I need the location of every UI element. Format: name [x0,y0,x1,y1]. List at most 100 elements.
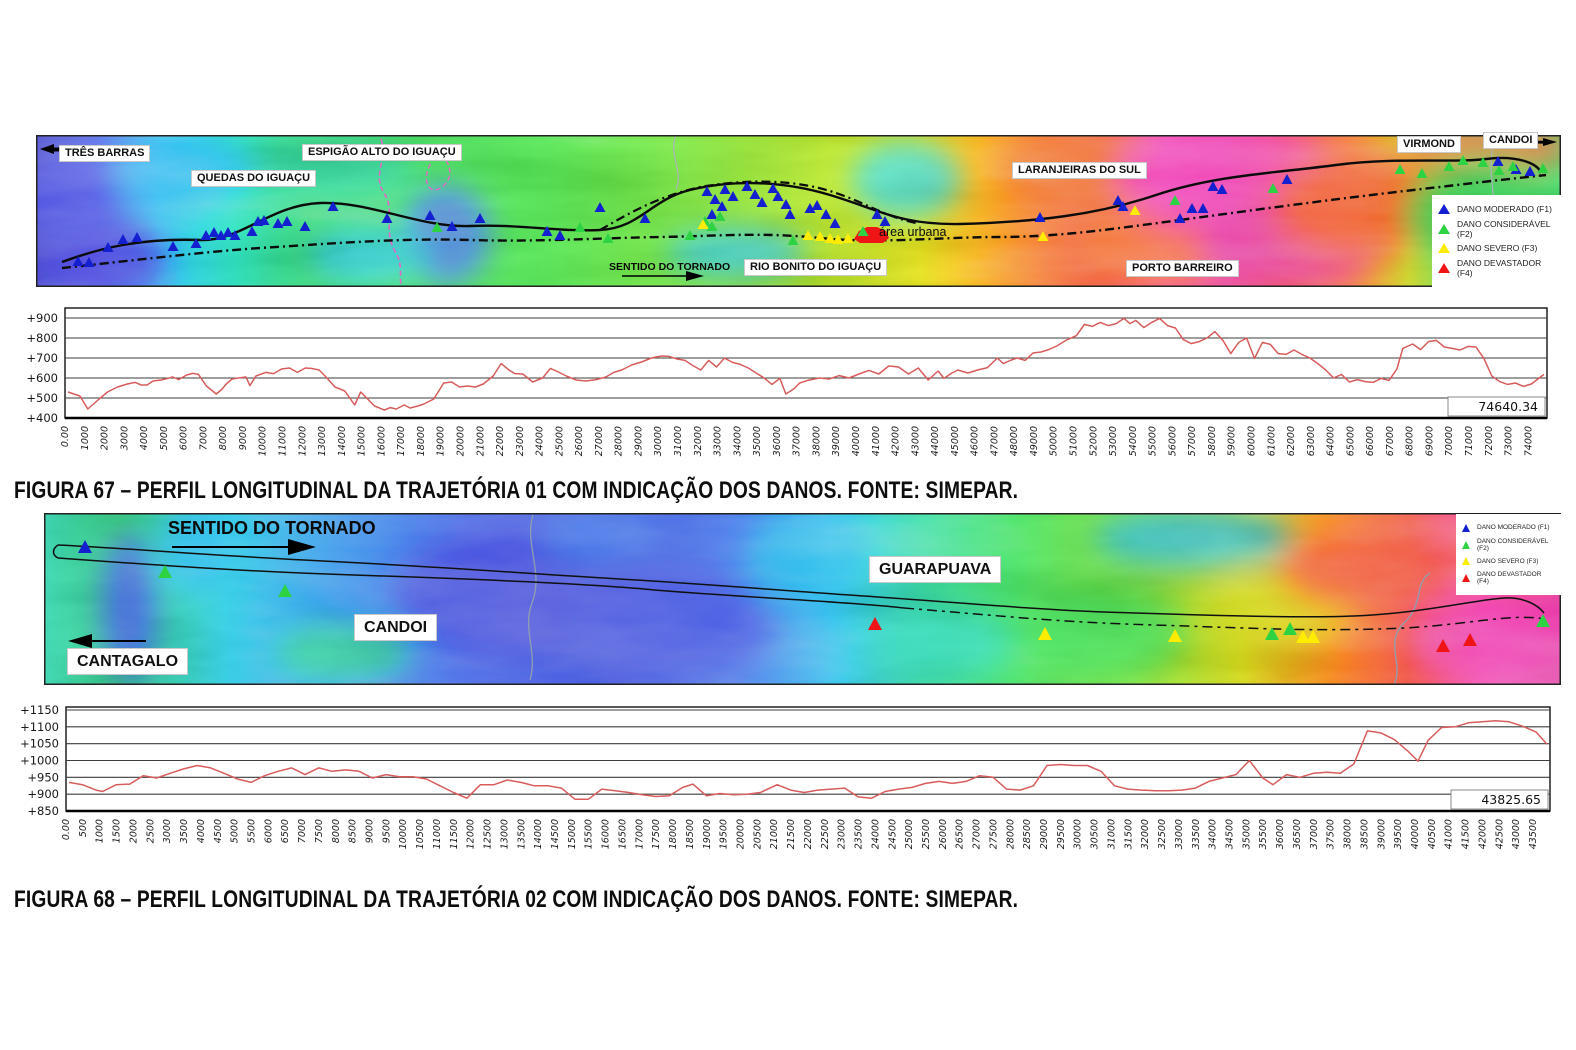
blue-triangle-icon [1438,203,1450,214]
x-tick-label: 35000 [1241,819,1252,849]
x-tick-label: 15500 [584,819,595,849]
x-tick-label: 16000 [601,819,612,849]
map-label-sentido-tornado-1: SENTIDO DO TORNADO [609,261,731,273]
y-tick-label: +900 [26,311,58,325]
damage-marker-f1 [190,238,202,248]
damage-marker-f1 [829,218,841,228]
x-tick-label: 33000 [1174,819,1185,849]
x-tick-label: 9000 [238,426,249,450]
damage-marker-f1 [804,203,816,213]
x-tick-label: 38000 [811,426,822,456]
x-tick-label: 23000 [837,819,848,849]
x-tick-label: 8000 [218,426,229,450]
x-tick-label: 41000 [1444,819,1455,849]
yellow-triangle-icon [1438,243,1450,254]
damage-marker-f1 [541,226,553,236]
x-tick-label: 53000 [1108,426,1119,456]
x-tick-label: 40500 [1427,819,1438,849]
damage-marker-f3 [802,230,814,240]
x-tick-label: 55000 [1148,426,1159,456]
x-tick-label: 23000 [515,426,526,456]
tornado-path-south-dashed [61,173,1547,270]
damage-marker-f2 [1536,614,1550,627]
damage-marker-f1 [215,230,227,240]
map-label-guarapuava: GUARAPUAVA [869,556,1002,584]
damage-marker-f2 [857,226,869,236]
damage-marker-f1 [200,230,212,240]
damage-marker-f1 [706,209,718,219]
damage-marker-f1 [222,227,234,237]
damage-marker-f1 [749,189,761,199]
x-tick-label: 45000 [950,426,961,456]
x-tick-label: 9000 [365,819,376,843]
x-tick-label: 43000 [1511,819,1522,849]
x-tick-label: 13000 [499,819,510,849]
x-tick-label: 37500 [1326,819,1337,849]
damage-marker-f2 [1443,161,1455,171]
x-tick-label: 59000 [1227,426,1238,456]
x-tick-label: 57000 [1187,426,1198,456]
legend-label: DANO SEVERO (F3) [1477,557,1539,565]
x-tick-label: 44000 [930,426,941,456]
x-tick-label: 14000 [533,819,544,849]
damage-marker-f1 [741,181,753,191]
damage-marker-f1 [78,540,92,553]
damage-marker-f2 [158,565,172,578]
x-tick-label: 30000 [653,426,664,456]
y-tick-label: +1000 [20,754,59,768]
x-tick-label: 0.00 [61,819,72,840]
x-tick-label: 64000 [1326,426,1337,456]
elevation-profile-chart-01: +400 +500 +600 +700 +800 +900 0.00 1000 2000 3000… [26,307,1548,456]
x-tick-label: 34000 [1208,819,1219,849]
map-label-virmond: VIRMOND [1397,136,1461,154]
y-tick-label: +700 [26,351,58,365]
damage-marker-f2 [1416,168,1428,178]
x-tick-label: 65000 [1345,426,1356,456]
damage-marker-f2 [1457,155,1469,165]
west-direction-arrow-icon [68,634,92,648]
legend-item-f2: DANO CONSIDERÁVEL (F2) [1438,219,1555,239]
x-tick-label: 24000 [535,426,546,456]
x-tick-label: 34500 [1225,819,1236,849]
damage-marker-f3 [1129,205,1141,215]
x-tick-label: 3000 [119,426,130,450]
end-distance-label: 43825.65 [1481,792,1541,807]
x-tick-label: 7000 [297,819,308,843]
x-tick-label: 11500 [449,819,460,849]
x-tick-label: 19000 [702,819,713,849]
x-tick-label: 24000 [870,819,881,849]
damage-marker-f2 [684,230,696,240]
x-tick-label: 61000 [1266,426,1277,456]
damage-marker-f2 [574,222,586,232]
x-tick-label: 16500 [618,819,629,849]
elevation-profile-line [68,720,1548,800]
x-tick-label: 18000 [416,426,427,456]
x-tick-label: 38000 [1343,819,1354,849]
x-tick-label: 2000 [100,426,111,450]
x-tick-label: 31000 [673,426,684,456]
x-tick-label: 33500 [1191,819,1202,849]
x-tick-label: 1000 [80,426,91,450]
x-tick-label: 20000 [456,426,467,456]
legend-label: DANO CONSIDERÁVEL (F2) [1477,537,1549,552]
x-tick-label: 6500 [280,819,291,843]
damage-marker-f3 [824,233,836,243]
x-tick-label: 28000 [614,426,625,456]
x-tick-label: 4000 [196,819,207,843]
legend-item-f1: DANO MODERADO (F1) [1462,523,1555,532]
damage-marker-f2 [431,222,443,232]
x-tick-label: 12500 [483,819,494,849]
damage-marker-f1 [1197,203,1209,213]
tornado-path-south-dashed [903,607,1545,631]
damage-marker-f3 [1037,231,1049,241]
x-tick-label: 3500 [179,819,190,843]
x-tick-label: 42000 [891,426,902,456]
x-tick-label: 8000 [331,819,342,843]
map-label-rio-bonito: RIO BONITO DO IGUAÇU [744,259,888,277]
map-label-porto-barreiro: PORTO BARREIRO [1126,260,1239,278]
x-tick-label: 14500 [550,819,561,849]
x-tick-label: 5500 [247,819,258,843]
x-tick-label: 13000 [317,426,328,456]
x-tick-label: 46000 [970,426,981,456]
legend-item-f2: DANO CONSIDERÁVEL (F2) [1462,538,1555,552]
